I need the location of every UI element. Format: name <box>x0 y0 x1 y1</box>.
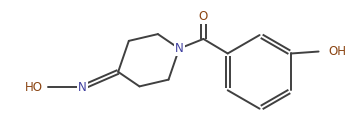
Text: N: N <box>78 81 87 94</box>
Text: HO: HO <box>25 81 43 94</box>
Text: O: O <box>199 10 208 23</box>
Text: OH: OH <box>328 45 346 58</box>
Text: N: N <box>175 42 184 55</box>
